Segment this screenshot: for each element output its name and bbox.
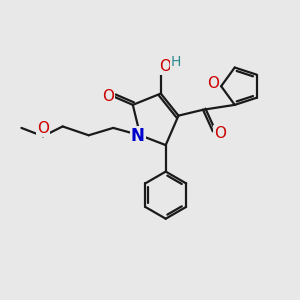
Text: O: O [37, 121, 49, 136]
Text: N: N [131, 127, 145, 145]
Text: O: O [102, 88, 114, 104]
Text: H: H [170, 55, 181, 69]
Text: O: O [207, 76, 219, 91]
Text: O: O [159, 59, 171, 74]
Text: O: O [214, 126, 226, 141]
